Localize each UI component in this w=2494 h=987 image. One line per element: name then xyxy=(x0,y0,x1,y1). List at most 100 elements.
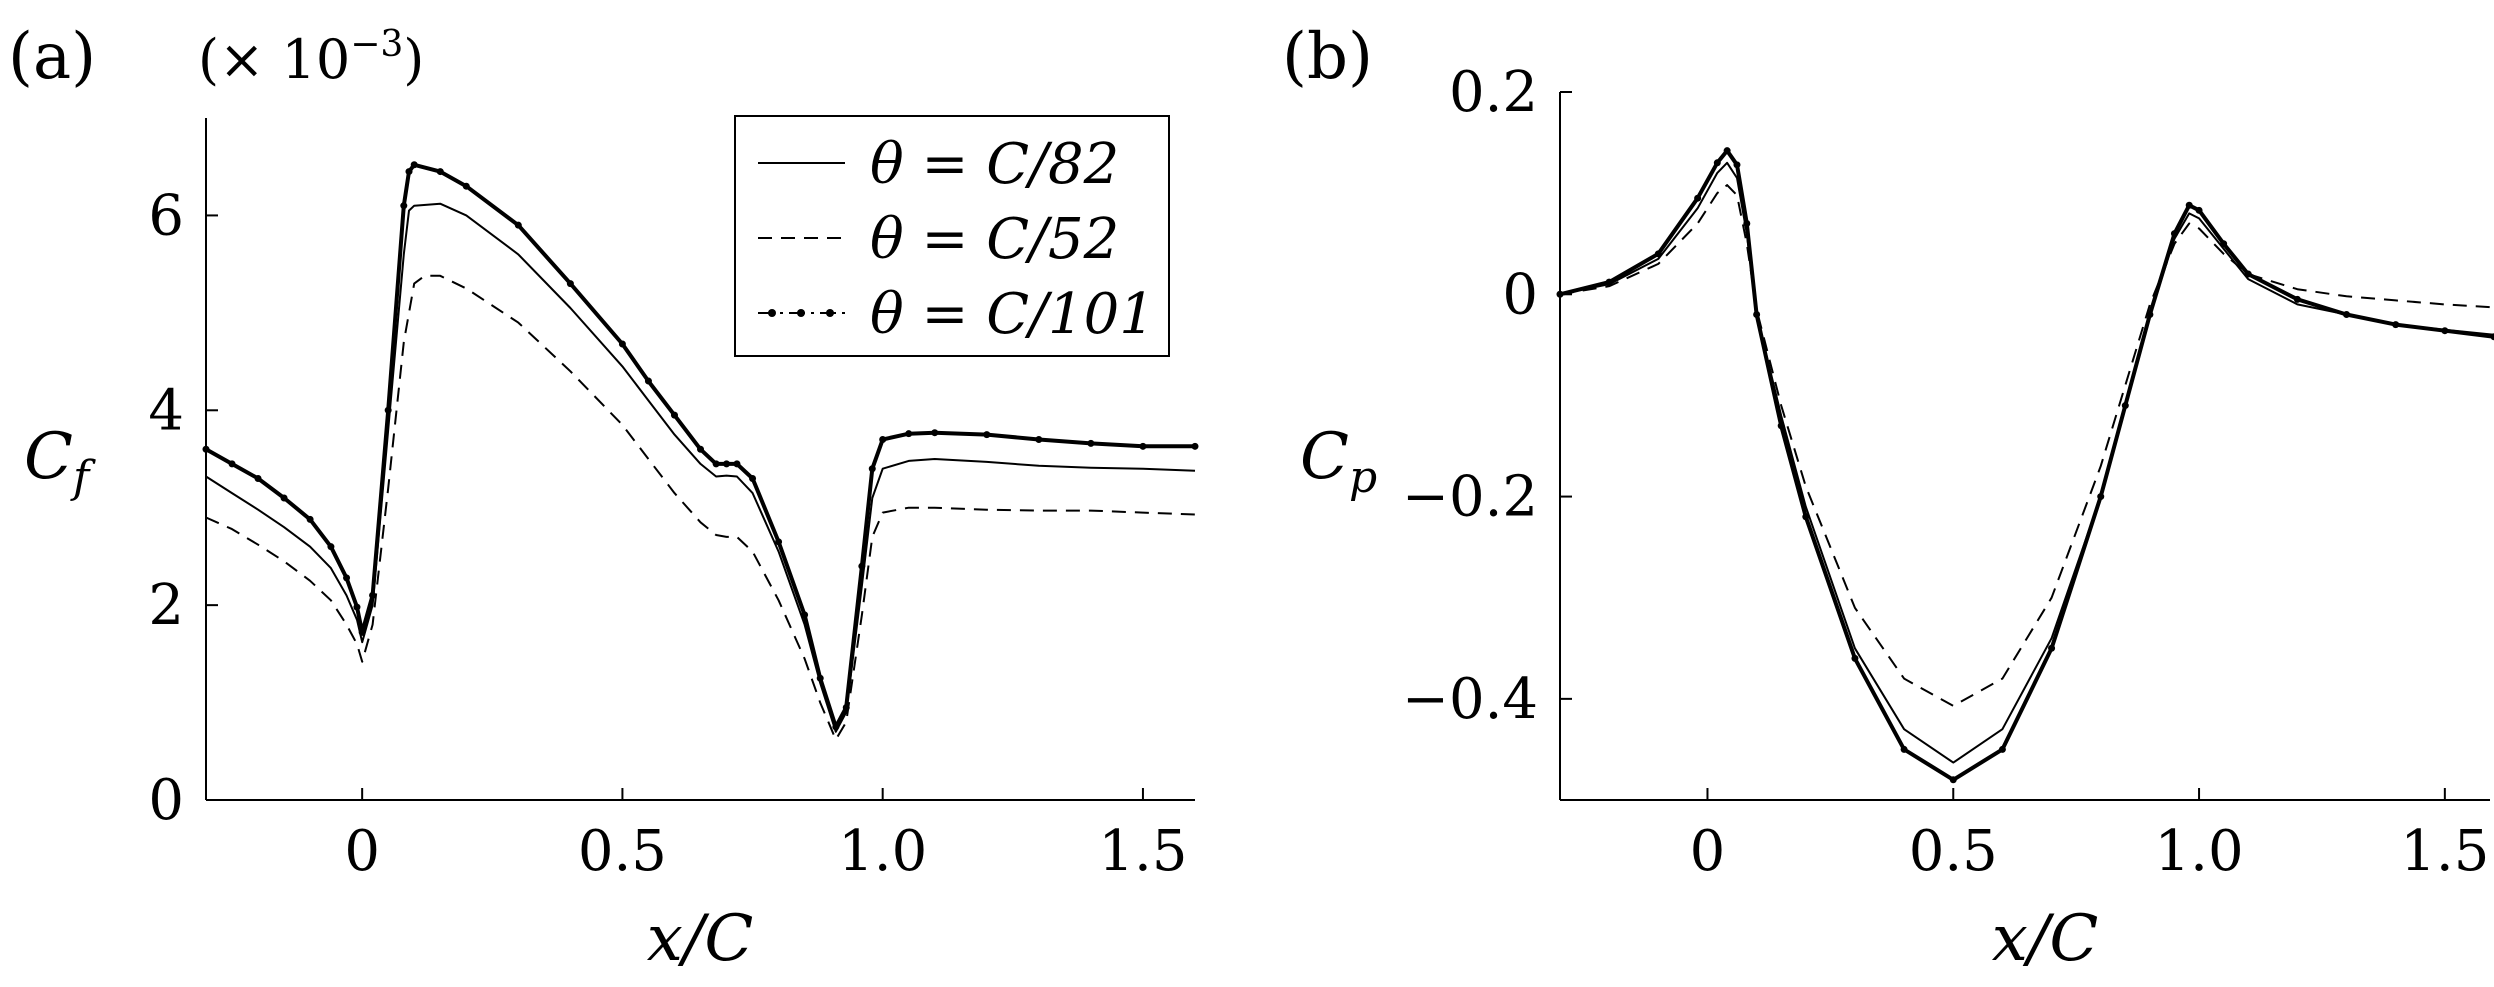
panel-a-series-3-point xyxy=(514,221,522,229)
panel-a-series-3-point xyxy=(228,460,236,468)
panel-b-series-3-point xyxy=(2048,644,2056,652)
panel-a-series-3-point xyxy=(983,431,991,439)
panel-b-series-1-line xyxy=(1559,161,2494,764)
panel-b-series-3-point xyxy=(2195,206,2203,214)
panel-b-series-3-point xyxy=(2343,311,2351,319)
panel-a-xtick-label: 0.5 xyxy=(578,819,667,884)
panel-a-series-3-point xyxy=(697,445,704,453)
panel-a-series-3-point xyxy=(1139,442,1147,450)
panel-b-series-3-point xyxy=(1713,159,1721,167)
panel-a: (a) (× 10−3) 0 2 4 6 0 0.5 1.0 1.5 Cf x/C θ = … xyxy=(8,20,1199,976)
panel-a-series-3-point xyxy=(1035,436,1043,444)
panel-b-series-2-line xyxy=(1559,184,2494,707)
panel-a-series-3-point xyxy=(400,202,408,210)
panel-b-series-3-point xyxy=(1802,513,1810,521)
panel-a-series-3-point xyxy=(832,723,840,731)
panel-a-series-3-point xyxy=(712,460,720,468)
panel-b-series-3-point xyxy=(1654,250,1662,258)
panel-a-series-3-point xyxy=(858,562,866,570)
legend-swatch-dashdot-marker xyxy=(797,309,805,317)
panel-b-ytick-label: 0.2 xyxy=(1449,60,1538,125)
legend-box xyxy=(734,115,1170,357)
panel-b-series-3-point xyxy=(2220,240,2228,248)
panel-b-series-3-point xyxy=(2146,311,2154,319)
panel-a-ytick-label: 0 xyxy=(148,768,184,833)
panel-a-y-ticks: 0 2 4 6 xyxy=(148,183,218,833)
panel-b-series-3-point xyxy=(2170,230,2178,238)
panel-a-series-3-point xyxy=(775,538,783,546)
panel-a-series-3-point xyxy=(369,591,377,599)
panel-b-xtick-label: 1.5 xyxy=(2400,819,2489,884)
panel-b-series-3-point xyxy=(2185,201,2193,209)
panel-b-series-3-point xyxy=(1723,147,1731,155)
legend-entry-2: θ = C/52 xyxy=(870,207,1119,272)
panel-b-series-3-point xyxy=(1694,194,1702,202)
panel-a-xtick-label: 1.0 xyxy=(838,819,927,884)
panel-a-label: (a) xyxy=(8,20,96,94)
panel-b-series-3-point xyxy=(2121,402,2129,410)
panel-a-xlabel: x/C xyxy=(647,902,754,976)
panel-a-series-3-point xyxy=(410,161,418,169)
panel-a-series-3-point xyxy=(202,445,210,453)
panel-a-series-3-point xyxy=(353,603,361,611)
panel-b-ytick-label: −0.4 xyxy=(1402,667,1538,732)
panel-b-label: (b) xyxy=(1282,20,1373,94)
panel-a-scale-exp: −3 xyxy=(350,24,403,65)
panel-b-xtick-label: 0.5 xyxy=(1909,819,1998,884)
panel-a-series-3-point xyxy=(1191,442,1199,450)
panel-a-series-3-point xyxy=(670,411,678,419)
panel-b-ylabel-main: C xyxy=(1300,420,1349,494)
panel-a-series-3-point xyxy=(618,340,626,348)
legend-swatch-dashdot-marker xyxy=(768,309,776,317)
panel-b-ylabel-sub: p xyxy=(1349,452,1377,503)
panel-a-series-3-point xyxy=(358,628,366,636)
panel-b-series-3-point xyxy=(1900,745,1908,753)
legend-entry-1: θ = C/82 xyxy=(870,132,1119,197)
legend: θ = C/82 θ = C/52 θ = C/101 xyxy=(734,115,1170,357)
panel-a-series-3-point xyxy=(436,168,444,176)
panel-b-series-3-point xyxy=(1949,776,1957,784)
panel-b-series-3-point xyxy=(2392,321,2400,329)
panel-b-xtick-label: 1.0 xyxy=(2155,819,2244,884)
panel-b-series-3-point xyxy=(2490,333,2494,341)
panel-b-series-3-point xyxy=(1998,745,2006,753)
panel-a-series-3-point xyxy=(1087,439,1095,447)
panel-b-ytick-label: 0 xyxy=(1502,262,1538,327)
panel-b-series-3-point xyxy=(2293,295,2301,303)
panel-a-series-3-point xyxy=(405,168,413,176)
legend-entry-3: θ = C/101 xyxy=(870,282,1155,347)
panel-b-series-3-point xyxy=(2097,493,2105,501)
panel-a-series-3-point xyxy=(905,430,913,438)
panel-b-series-3-point xyxy=(1733,161,1741,169)
panel-b: (b) −0.4 −0.2 0 0.2 0 0.5 1.0 1.5 Cp x/C xyxy=(1282,20,2494,976)
panel-b-series-3-point xyxy=(1556,290,1564,298)
panel-a-ytick-label: 2 xyxy=(148,573,184,638)
panel-a-ylabel-main: C xyxy=(24,420,73,494)
panel-a-series-3-point xyxy=(327,543,335,551)
panel-b-series xyxy=(1556,147,2494,784)
panel-b-ytick-label: −0.2 xyxy=(1402,465,1538,530)
panel-a-ytick-label: 4 xyxy=(148,378,184,443)
panel-a-series-3-point xyxy=(723,460,731,468)
panel-a-series-3-point xyxy=(816,674,824,682)
panel-a-scale-text: (× 10 xyxy=(198,28,350,91)
panel-a-xtick-label: 0 xyxy=(344,819,380,884)
panel-a-series-3-point xyxy=(384,406,392,414)
panel-a-series-2-line xyxy=(205,274,1196,741)
panel-a-series-3-point xyxy=(462,182,470,190)
panel-b-y-ticks: −0.4 −0.2 0 0.2 xyxy=(1402,60,1572,732)
panel-a-series-3-point xyxy=(868,465,876,473)
panel-a-scale-note: (× 10−3) xyxy=(198,24,424,91)
panel-b-series-3-point xyxy=(1851,654,1859,662)
panel-a-series-3-point xyxy=(280,494,288,502)
panel-a-series xyxy=(202,161,1199,741)
panel-a-scale-close: ) xyxy=(403,28,424,91)
panel-a-x-ticks: 0 0.5 1.0 1.5 xyxy=(344,788,1187,884)
panel-a-series-3-point xyxy=(343,574,351,582)
panel-a-series-3-point xyxy=(931,429,939,437)
legend-swatch-dashdot-marker xyxy=(826,309,834,317)
panel-b-series-3-point xyxy=(1743,219,1751,227)
panel-a-series-3-point xyxy=(842,703,850,711)
panel-b-x-ticks: 0 0.5 1.0 1.5 xyxy=(1690,788,2489,884)
